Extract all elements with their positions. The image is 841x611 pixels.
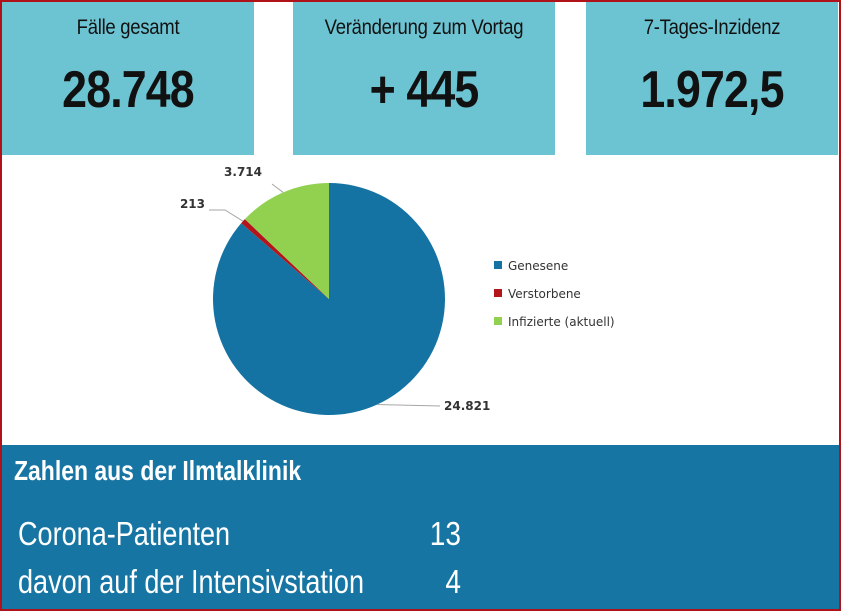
legend-swatch-verstorbene bbox=[494, 289, 502, 297]
legend-swatch-infizierte-aktuell bbox=[494, 317, 502, 325]
legend-label-genesene: Genesene bbox=[508, 259, 568, 273]
leader-line-genesene bbox=[377, 403, 441, 407]
pie-chart: 24.821 213 3.714 Genesene Verstorbene Infizie… bbox=[180, 165, 615, 415]
clinic-title: Zahlen aus der Ilmtalklinik bbox=[14, 455, 302, 486]
stat-label-total-cases: Fälle gesamt bbox=[76, 16, 180, 39]
legend-label-infizierte-aktuell: Infizierte (aktuell) bbox=[508, 315, 615, 329]
pie-slice-infizierte-aktuell bbox=[244, 183, 329, 299]
leader-line-infizierte-aktuell bbox=[271, 183, 284, 193]
stat-value-total-cases: 28.748 bbox=[62, 61, 194, 119]
leader-line-verstorbene bbox=[209, 209, 244, 222]
clinic-row-label-icu: davon auf der Intensivstation bbox=[18, 563, 365, 600]
stat-label-incidence: 7-Tages-Inzidenz bbox=[643, 16, 781, 39]
clinic-row-value-icu: 4 bbox=[445, 563, 461, 600]
stat-box-incidence: 7-Tages-Inzidenz 1.972,5 bbox=[586, 2, 838, 155]
data-label-genesene: 24.821 bbox=[444, 399, 490, 413]
stat-value-change: + 445 bbox=[369, 61, 480, 119]
pie-slice-verstorbene bbox=[241, 219, 329, 299]
data-label-infizierte-aktuell: 3.714 bbox=[224, 165, 262, 179]
legend-swatch-genesene bbox=[494, 261, 502, 269]
clinic-row-label-patients: Corona-Patienten bbox=[18, 515, 231, 552]
stat-value-incidence: 1.972,5 bbox=[640, 61, 784, 119]
clinic-row-value-patients: 13 bbox=[429, 515, 461, 552]
stat-box-total-cases: Fälle gesamt 28.748 bbox=[2, 2, 254, 155]
stat-label-change: Veränderung zum Vortag bbox=[324, 16, 524, 39]
data-label-verstorbene: 213 bbox=[180, 197, 205, 211]
legend-label-verstorbene: Verstorbene bbox=[508, 287, 581, 301]
pie-chart-area: 24.821 213 3.714 Genesene Verstorbene Infizie… bbox=[2, 155, 839, 445]
stat-box-change: Veränderung zum Vortag + 445 bbox=[293, 2, 555, 155]
clinic-panel: Zahlen aus der Ilmtalklinik Corona-Patie… bbox=[2, 445, 839, 609]
